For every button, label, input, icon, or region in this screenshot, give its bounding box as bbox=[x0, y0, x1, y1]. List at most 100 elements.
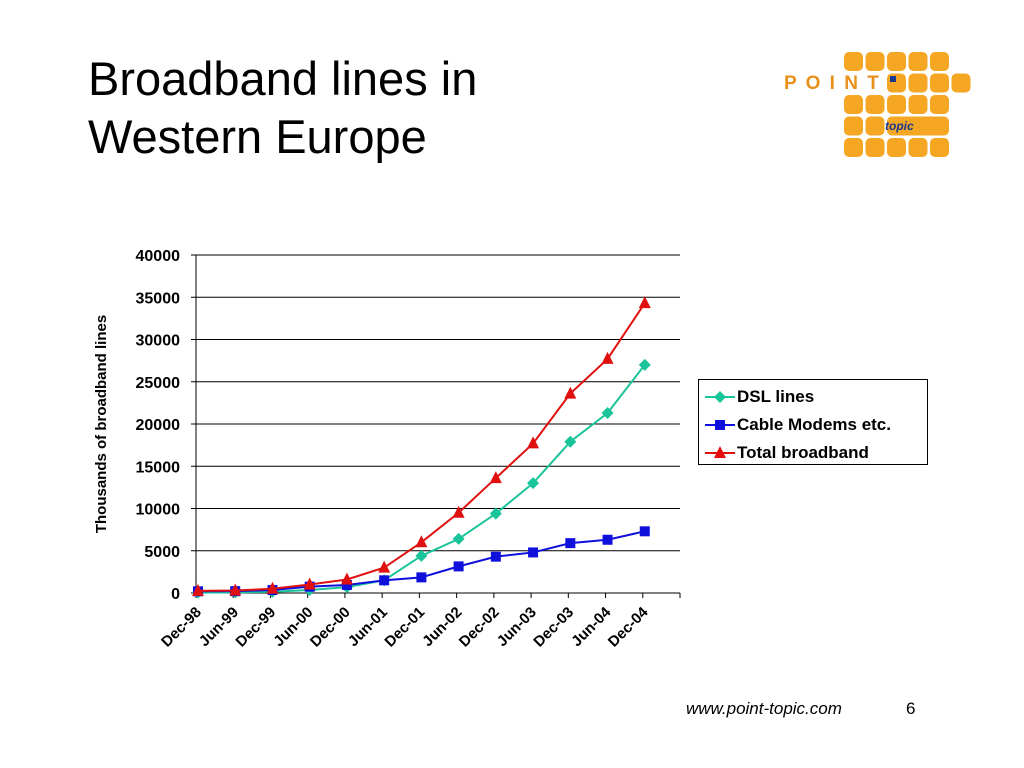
data-point bbox=[416, 572, 427, 583]
logo-square bbox=[930, 73, 949, 93]
data-point bbox=[489, 471, 502, 484]
x-tick-label: Jun-01 bbox=[345, 604, 391, 650]
y-tick-labels: 0 5000 10000 15000 20000 25000 30000 35000 40000 bbox=[136, 248, 196, 603]
gridlines bbox=[196, 254, 680, 552]
legend-item: DSL lines bbox=[699, 387, 927, 407]
data-point bbox=[452, 532, 465, 545]
x-tick-label: Jun-00 bbox=[270, 604, 316, 650]
data-point bbox=[341, 579, 352, 590]
series-line bbox=[197, 302, 646, 592]
chart-legend: DSL lines Cable Modems etc. Total broadban… bbox=[698, 379, 928, 465]
data-point bbox=[415, 549, 428, 562]
logo-square bbox=[865, 95, 885, 114]
logo-topic-block bbox=[887, 116, 949, 136]
x-tick-labels: Dec-98Jun-99Dec-99Jun-00Dec-00Jun-01Dec-… bbox=[158, 593, 681, 651]
data-point bbox=[192, 583, 204, 596]
data-point bbox=[453, 561, 464, 572]
data-point bbox=[564, 435, 577, 448]
y-tick-label: 35000 bbox=[136, 290, 181, 307]
logo-square bbox=[844, 116, 863, 136]
data-point bbox=[565, 538, 576, 549]
series-dsl-lines bbox=[192, 358, 651, 599]
x-tick-label: Jun-03 bbox=[494, 604, 540, 650]
y-axis-title: Thousands of broadband lines bbox=[93, 315, 110, 533]
logo-square bbox=[908, 138, 928, 157]
data-point bbox=[415, 535, 428, 548]
legend-swatch bbox=[705, 446, 735, 458]
logo-square bbox=[930, 95, 949, 114]
legend-swatch bbox=[705, 420, 735, 430]
legend-marker bbox=[715, 420, 725, 430]
data-point bbox=[527, 436, 540, 449]
x-tick-label: Jun-99 bbox=[196, 604, 242, 650]
data-point bbox=[601, 407, 614, 420]
logo-square bbox=[865, 116, 885, 136]
x-tick-label: Dec-98 bbox=[158, 604, 205, 651]
y-tick-label: 10000 bbox=[136, 502, 181, 519]
legend-marker bbox=[714, 446, 726, 458]
logo-square bbox=[930, 138, 949, 157]
logo-square bbox=[865, 52, 885, 71]
logo-square bbox=[887, 95, 906, 114]
data-point bbox=[639, 526, 650, 537]
data-point bbox=[452, 505, 465, 518]
logo-square bbox=[951, 73, 971, 93]
data-point bbox=[601, 351, 614, 364]
logo-square bbox=[844, 52, 863, 71]
y-tick-label: 5000 bbox=[144, 544, 180, 561]
legend-label: DSL lines bbox=[737, 387, 815, 406]
footer-url: www.point-topic.com bbox=[686, 699, 842, 718]
legend-item: Total broadband bbox=[699, 443, 927, 463]
data-point bbox=[229, 583, 242, 596]
title-line-2: Western Europe bbox=[88, 110, 427, 163]
data-point bbox=[489, 507, 502, 520]
data-point bbox=[303, 577, 316, 590]
data-point bbox=[378, 560, 391, 573]
data-point bbox=[527, 477, 540, 490]
data-point bbox=[602, 534, 613, 545]
logo-square bbox=[908, 52, 928, 71]
x-tick-label: Dec-99 bbox=[232, 604, 279, 651]
page-number: 6 bbox=[906, 699, 916, 718]
logo-word: P O I N T bbox=[784, 73, 881, 94]
title-line-1: Broadband lines in bbox=[88, 52, 478, 105]
data-point bbox=[564, 386, 577, 399]
data-point bbox=[490, 551, 501, 562]
x-tick-label: Dec-01 bbox=[381, 604, 428, 651]
logo-square bbox=[844, 95, 863, 114]
y-tick-label: 20000 bbox=[136, 417, 181, 434]
legend-item: Cable Modems etc. bbox=[699, 415, 927, 435]
series-total-broadband bbox=[192, 296, 651, 596]
legend-label: Cable Modems etc. bbox=[737, 415, 891, 434]
logo-dot bbox=[890, 76, 896, 82]
logo-square bbox=[865, 138, 885, 157]
logo-square bbox=[930, 52, 949, 71]
y-tick-label: 40000 bbox=[136, 248, 181, 265]
data-point bbox=[379, 575, 390, 586]
point-topic-logo: P O I N T topic bbox=[784, 52, 971, 157]
legend-swatch bbox=[705, 391, 735, 403]
y-tick-label: 30000 bbox=[136, 333, 181, 350]
legend-marker bbox=[714, 391, 726, 403]
y-tick-label: 0 bbox=[171, 586, 180, 603]
y-tick-label: 25000 bbox=[136, 375, 181, 392]
logo-square bbox=[908, 73, 928, 93]
y-tick-label: 15000 bbox=[136, 459, 181, 476]
legend-label: Total broadband bbox=[737, 443, 869, 462]
x-tick-label: Dec-03 bbox=[530, 604, 577, 651]
data-point bbox=[638, 358, 651, 371]
data-point bbox=[638, 296, 651, 309]
x-tick-label: Jun-02 bbox=[419, 604, 465, 650]
x-tick-label: Dec-04 bbox=[605, 603, 652, 650]
logo-square bbox=[908, 95, 928, 114]
x-tick-label: Dec-00 bbox=[307, 604, 354, 651]
logo-sub: topic bbox=[885, 119, 914, 133]
data-point bbox=[528, 547, 539, 558]
slide-title: Broadband lines in Western Europe bbox=[88, 50, 477, 166]
data-point bbox=[266, 581, 279, 594]
logo-square bbox=[887, 52, 906, 71]
data-point bbox=[340, 572, 353, 585]
logo-square bbox=[844, 138, 863, 157]
x-tick-label: Dec-02 bbox=[456, 604, 503, 651]
